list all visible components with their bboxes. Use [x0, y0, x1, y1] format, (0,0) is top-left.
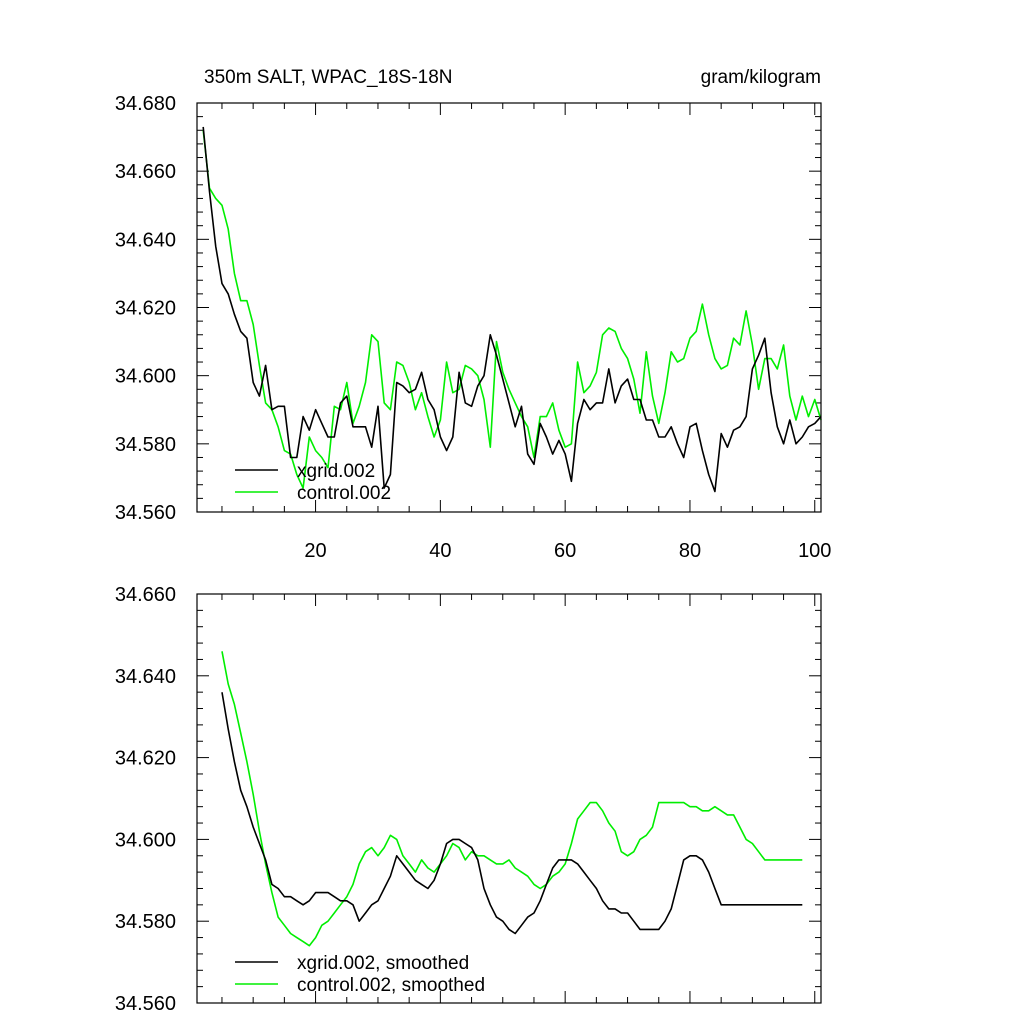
- top-plot-frame: [196, 102, 822, 513]
- top-series-line-xgrid: [202, 126, 822, 493]
- top-xtick-label: 20: [304, 540, 326, 562]
- top-legend-label: control.002: [297, 483, 391, 504]
- bottom-legend-label: xgrid.002, smoothed: [297, 953, 469, 974]
- bottom-ytick-label: 34.580: [115, 911, 176, 933]
- top-chart-title: 350m SALT, WPAC_18S-18N: [204, 67, 453, 88]
- top-ytick-label: 34.600: [115, 366, 176, 388]
- bottom-ytick-label: 34.560: [115, 993, 176, 1015]
- bottom-ytick-label: 34.660: [115, 584, 176, 606]
- top-series-line-control: [202, 130, 822, 489]
- bottom-ytick-label: 34.620: [115, 748, 176, 770]
- top-ytick-label: 34.640: [115, 229, 176, 251]
- top-ytick-label: 34.620: [115, 298, 176, 320]
- top-xtick-label: 60: [554, 540, 576, 562]
- bottom-plot-frame: [196, 593, 822, 1004]
- bottom-ytick-label: 34.640: [115, 666, 176, 688]
- top-ytick-label: 34.680: [115, 93, 176, 115]
- top-xtick-label: 100: [798, 540, 831, 562]
- top-legend-label: xgrid.002: [297, 461, 375, 482]
- top-panel: 350m SALT, WPAC_18S-18N gram/kilogram 34…: [115, 67, 832, 562]
- bottom-series-line-control: [221, 651, 803, 947]
- bottom-panel: 34.560 34.580 34.600 34.620 34.640 34.660 xgri…: [115, 584, 822, 1015]
- top-ytick-label: 34.560: [115, 502, 176, 524]
- bottom-series-line-xgrid: [221, 692, 803, 935]
- top-chart-units: gram/kilogram: [701, 67, 821, 88]
- top-ytick-label: 34.580: [115, 434, 176, 456]
- bottom-chart-marks: 34.560 34.580 34.600 34.620 34.640 34.660 xgri…: [115, 584, 821, 1015]
- bottom-legend-label: control.002, smoothed: [297, 975, 485, 996]
- top-xtick-label: 80: [679, 540, 701, 562]
- bottom-ytick-label: 34.600: [115, 829, 176, 851]
- top-xtick-label: 40: [429, 540, 451, 562]
- top-chart-marks: 34.560 34.580 34.600 34.620 34.640 34.660 34.6…: [115, 93, 832, 562]
- top-ytick-label: 34.660: [115, 161, 176, 183]
